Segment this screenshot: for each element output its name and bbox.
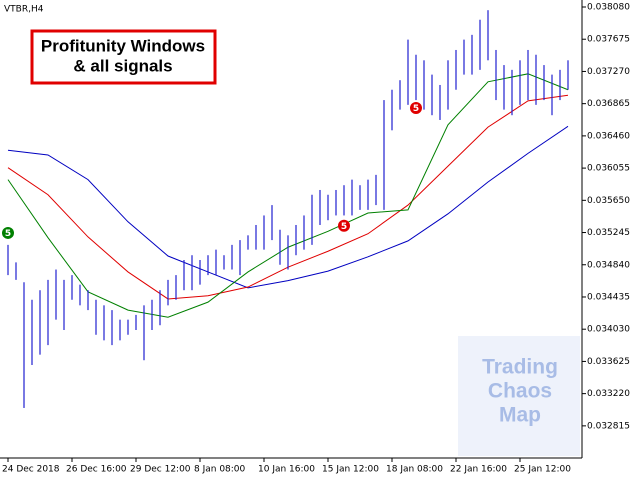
y-tick-label: 0.038080 bbox=[587, 3, 630, 13]
annotation-box bbox=[30, 29, 217, 85]
x-tick-label: 25 Jan 12:00 bbox=[514, 465, 571, 475]
x-tick-label: 10 Jan 16:00 bbox=[258, 465, 315, 475]
annotation: Profitunity Windows bbox=[41, 36, 205, 55]
annotation: & all signals bbox=[73, 56, 172, 75]
y-tick-label: 0.035650 bbox=[587, 196, 630, 206]
y-tick-label: 0.032815 bbox=[587, 421, 630, 431]
y-tick-label: 0.036460 bbox=[587, 131, 630, 141]
watermark: Chaos bbox=[488, 380, 552, 403]
y-tick-label: 0.036055 bbox=[587, 164, 630, 174]
y-tick-label: 0.033625 bbox=[587, 357, 630, 367]
y-tick-label: 0.036865 bbox=[587, 99, 630, 109]
signal-badge bbox=[410, 102, 422, 115]
chart-title: VTBR,H4 bbox=[4, 5, 44, 15]
signal-label: 5 bbox=[5, 229, 11, 239]
y-tick-label: 0.035245 bbox=[587, 228, 630, 238]
x-tick-label: 15 Jan 12:00 bbox=[322, 465, 379, 475]
x-tick-label: 29 Dec 12:00 bbox=[130, 465, 191, 475]
ma-line bbox=[7, 125, 569, 289]
y-tick-label: 0.034840 bbox=[587, 260, 630, 270]
y-tick-label: 0.037270 bbox=[587, 67, 630, 77]
x-tick-label: 18 Jan 08:00 bbox=[386, 465, 443, 475]
signal-label: 5 bbox=[413, 104, 419, 114]
y-tick-label: 0.037675 bbox=[587, 35, 630, 45]
y-tick-label: 0.034030 bbox=[587, 325, 630, 335]
watermark: Trading bbox=[482, 356, 558, 379]
watermark: Map bbox=[499, 404, 541, 427]
y-tick-label: 0.034435 bbox=[587, 292, 630, 302]
x-tick-label: 24 Dec 2018 bbox=[2, 465, 60, 475]
signal-label: 5 bbox=[341, 222, 347, 232]
x-tick-label: 26 Dec 16:00 bbox=[66, 465, 127, 475]
signal-badge bbox=[2, 226, 14, 239]
watermark-box bbox=[458, 336, 580, 456]
x-tick-label: 8 Jan 08:00 bbox=[194, 465, 246, 475]
signal-badge bbox=[338, 219, 350, 232]
y-tick-label: 0.033220 bbox=[587, 389, 630, 399]
x-tick-label: 22 Jan 16:00 bbox=[450, 465, 507, 475]
